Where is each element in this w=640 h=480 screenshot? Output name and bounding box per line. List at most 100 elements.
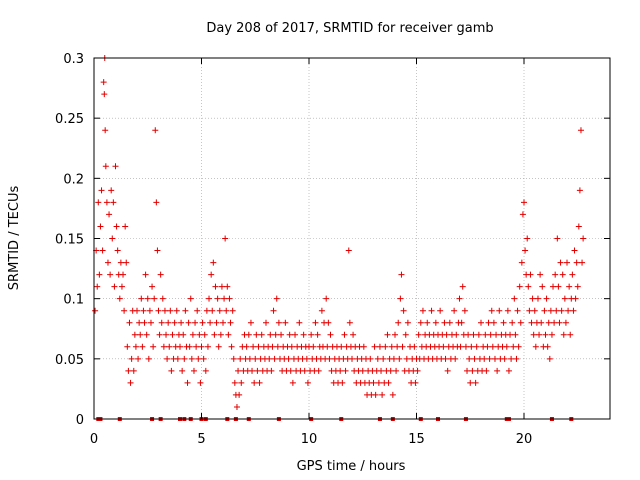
- data-point: [516, 283, 523, 290]
- data-point: [529, 295, 536, 302]
- data-point: [350, 331, 357, 338]
- data-point: [550, 283, 557, 290]
- data-point: [559, 271, 566, 278]
- data-point: [160, 343, 167, 350]
- data-point: [441, 319, 448, 326]
- data-point: [469, 367, 476, 374]
- data-point: [484, 343, 491, 350]
- data-point: [245, 331, 252, 338]
- data-point: [415, 331, 422, 338]
- data-point: [517, 319, 524, 326]
- data-point: [542, 331, 549, 338]
- data-point: [155, 307, 162, 314]
- data-point: [224, 283, 231, 290]
- data-point: [564, 259, 570, 266]
- data-point: [507, 331, 514, 338]
- data-point: [272, 331, 279, 338]
- data-point: [446, 319, 453, 326]
- data-point: [193, 343, 200, 350]
- data-point: [325, 319, 332, 326]
- axis-ticks: 0 5 10 15 20 0 0.05 0.1 0.15 0.2 0.25 0.3: [55, 52, 610, 447]
- data-point: [314, 331, 321, 338]
- data-point: [577, 127, 584, 134]
- data-point: [403, 355, 410, 362]
- data-point: [379, 391, 386, 398]
- data-point: [213, 319, 220, 326]
- data-point: [382, 343, 389, 350]
- data-point: [130, 367, 137, 374]
- data-point: [122, 223, 129, 230]
- data-point: [296, 319, 303, 326]
- data-point: [289, 379, 296, 386]
- data-point: [95, 199, 102, 206]
- data-point: [473, 343, 480, 350]
- y-tick-label: 0.2: [63, 172, 84, 187]
- data-point: [571, 247, 578, 254]
- data-point: [200, 355, 207, 362]
- data-point: [458, 319, 465, 326]
- data-point: [235, 367, 242, 374]
- data-point: [139, 343, 146, 350]
- data-point: [221, 295, 228, 302]
- data-point: [156, 331, 163, 338]
- data-point: [273, 295, 280, 302]
- data-point: [188, 355, 195, 362]
- data-point: [269, 343, 276, 350]
- data-point: [574, 283, 581, 290]
- data-point: [392, 331, 398, 338]
- data-point: [310, 343, 317, 350]
- data-point: [400, 307, 407, 314]
- data-point: [518, 259, 525, 266]
- data-point: [367, 355, 374, 362]
- data-point: [190, 367, 197, 374]
- data-point: [237, 355, 244, 362]
- data-point: [505, 367, 512, 374]
- data-point: [271, 355, 278, 362]
- data-point: [287, 367, 294, 374]
- data-point: [526, 307, 533, 314]
- x-tick-label: 10: [301, 432, 318, 447]
- data-point: [359, 367, 366, 374]
- data-point: [394, 343, 401, 350]
- data-point: [113, 223, 120, 230]
- data-point: [399, 343, 406, 350]
- data-point: [462, 343, 469, 350]
- data-point: [103, 199, 110, 206]
- data-point: [212, 283, 219, 290]
- data-point: [304, 379, 311, 386]
- data-point: [182, 307, 189, 314]
- data-point: [522, 247, 529, 254]
- data-point: [107, 271, 114, 278]
- data-point: [483, 367, 490, 374]
- data-point: [552, 271, 559, 278]
- data-point: [543, 295, 550, 302]
- data-point: [440, 343, 447, 350]
- data-point: [464, 367, 471, 374]
- data-point: [551, 319, 558, 326]
- data-point: [227, 319, 234, 326]
- data-point: [308, 331, 315, 338]
- data-point: [220, 319, 226, 326]
- data-point: [562, 319, 569, 326]
- data-point: [186, 343, 193, 350]
- data-point: [270, 307, 277, 314]
- data-point: [161, 307, 168, 314]
- data-point: [216, 307, 223, 314]
- data-point: [565, 307, 572, 314]
- data-point: [346, 319, 353, 326]
- data-point: [493, 331, 500, 338]
- data-point: [275, 319, 282, 326]
- data-point: [99, 247, 106, 254]
- data-point: [171, 319, 178, 326]
- data-point: [567, 331, 574, 338]
- data-point: [372, 391, 379, 398]
- data-point: [301, 367, 308, 374]
- data-point: [396, 355, 403, 362]
- data-point: [141, 319, 148, 326]
- data-point: [243, 343, 250, 350]
- data-point: [164, 355, 171, 362]
- data-point: [519, 211, 526, 218]
- data-point: [127, 379, 134, 386]
- data-point: [531, 307, 538, 314]
- data-point: [572, 295, 579, 302]
